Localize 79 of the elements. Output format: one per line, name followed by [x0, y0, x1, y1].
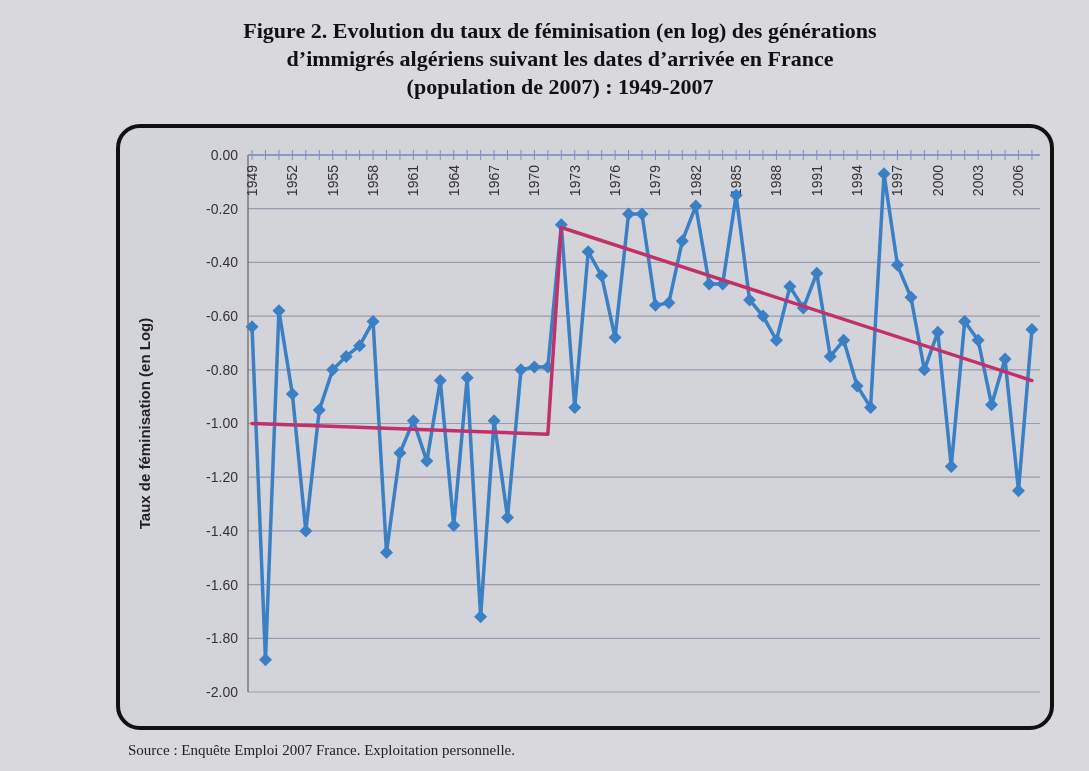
x-tick-label: 1961 [405, 164, 422, 197]
y-tick-label: -0.60 [206, 308, 239, 324]
x-tick-label: 1973 [566, 164, 583, 197]
point [420, 454, 434, 468]
point [662, 296, 676, 310]
y-tick-label: -1.80 [206, 630, 239, 647]
y-tick-label: 0.00 [210, 146, 239, 163]
point [474, 610, 488, 624]
y-tick-label: -1.20 [206, 469, 239, 486]
x-tick-label: 1982 [687, 164, 704, 197]
point [1025, 323, 1039, 337]
x-tick-label: 1949 [243, 164, 260, 197]
point [326, 363, 340, 377]
point [743, 293, 757, 307]
point [622, 207, 636, 221]
point [285, 387, 299, 401]
point [890, 258, 904, 272]
point [810, 266, 824, 280]
point [527, 360, 541, 374]
y-tick-label: -0.20 [206, 200, 239, 217]
x-tick-label: 1991 [808, 164, 825, 197]
point [353, 339, 367, 353]
point [958, 314, 972, 328]
point [501, 510, 515, 524]
x-tick-label: 1970 [526, 164, 543, 197]
x-tick-label: 1964 [445, 164, 462, 197]
point [272, 304, 286, 318]
point [837, 333, 851, 347]
point [393, 446, 407, 460]
point [406, 414, 420, 428]
x-tick-label: 1955 [324, 164, 341, 197]
x-tick-label: 1994 [849, 164, 866, 197]
point [769, 333, 783, 347]
point [756, 309, 770, 323]
point [904, 290, 918, 304]
point [931, 325, 945, 339]
point [299, 524, 313, 538]
source-note: Source : Enquête Emploi 2007 France. Exploitation personnelle. [128, 742, 515, 758]
x-tick-label: 1958 [364, 164, 381, 197]
point [366, 314, 380, 328]
point [460, 371, 474, 385]
point [447, 519, 461, 533]
point [702, 277, 716, 291]
y-tick-label: -1.60 [206, 576, 239, 593]
point [1011, 484, 1025, 498]
point [380, 545, 393, 559]
point [971, 333, 985, 347]
point [864, 400, 878, 414]
point [648, 298, 662, 312]
point [635, 207, 649, 221]
point [675, 234, 689, 248]
point [850, 379, 864, 393]
point [783, 280, 797, 294]
chart-title: Figure 2. Evolution du taux de féminisation (en log) des générations d’immigrés algériens suivant les dates d’arrivée en France (population de 2007) : 1949-2007 [243, 18, 878, 99]
x-tick-label: 1976 [606, 164, 623, 197]
point [608, 331, 622, 345]
x-tick-label: 2006 [1010, 164, 1027, 197]
y-tick-label: -2.00 [206, 683, 239, 700]
x-tick-label: 1979 [647, 164, 664, 197]
x-tick-label: 2003 [970, 164, 987, 197]
point [998, 352, 1012, 366]
y-tick-label: -1.00 [206, 415, 239, 432]
point [823, 349, 837, 363]
x-tick-label: 1967 [485, 164, 502, 197]
y-tick-label: -0.80 [206, 361, 239, 378]
point [245, 320, 259, 334]
point [917, 363, 931, 377]
y-tick-label: -1.40 [206, 522, 239, 539]
y-axis-title: Taux de féminisation (en Log) [136, 317, 153, 530]
point [312, 403, 326, 417]
x-tick-label: 1997 [889, 164, 906, 197]
point [595, 269, 609, 283]
point [339, 349, 353, 363]
point [258, 653, 272, 667]
x-tick-label: 1988 [768, 164, 785, 197]
y-tick-label: -0.40 [206, 254, 239, 271]
point [514, 363, 528, 377]
x-tick-label: 1952 [284, 164, 301, 197]
x-tick-label: 2000 [929, 164, 946, 197]
